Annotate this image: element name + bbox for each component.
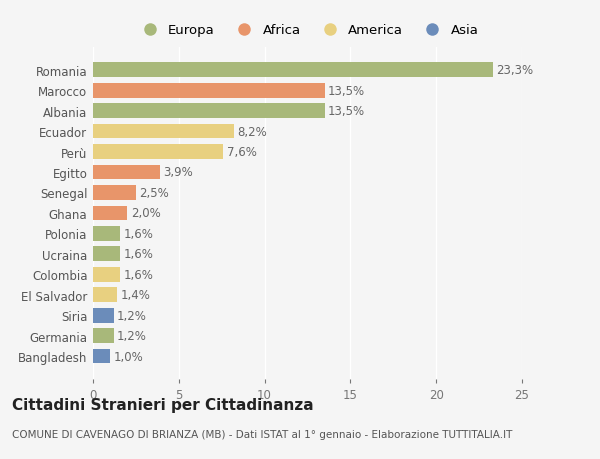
Text: 13,5%: 13,5%	[328, 105, 365, 118]
Text: 1,6%: 1,6%	[124, 227, 154, 241]
Bar	[93, 165, 160, 180]
Bar	[93, 145, 223, 160]
Bar	[93, 247, 121, 262]
Text: 1,6%: 1,6%	[124, 268, 154, 281]
Bar	[93, 349, 110, 364]
Text: 1,2%: 1,2%	[117, 309, 147, 322]
Text: 7,6%: 7,6%	[227, 146, 257, 159]
Bar	[93, 308, 113, 323]
Text: Cittadini Stranieri per Cittadinanza: Cittadini Stranieri per Cittadinanza	[12, 397, 314, 412]
Text: 3,9%: 3,9%	[163, 166, 193, 179]
Bar	[93, 104, 325, 119]
Bar	[93, 267, 121, 282]
Legend: Europa, Africa, America, Asia: Europa, Africa, America, Asia	[134, 22, 481, 40]
Text: 1,4%: 1,4%	[121, 289, 151, 302]
Bar	[93, 124, 234, 139]
Text: 1,2%: 1,2%	[117, 330, 147, 342]
Text: 2,5%: 2,5%	[139, 186, 169, 200]
Bar	[93, 288, 117, 302]
Text: 1,0%: 1,0%	[113, 350, 143, 363]
Bar	[93, 84, 325, 98]
Bar	[93, 186, 136, 201]
Text: 13,5%: 13,5%	[328, 84, 365, 97]
Bar	[93, 63, 493, 78]
Text: COMUNE DI CAVENAGO DI BRIANZA (MB) - Dati ISTAT al 1° gennaio - Elaborazione TUT: COMUNE DI CAVENAGO DI BRIANZA (MB) - Dat…	[12, 429, 512, 439]
Text: 8,2%: 8,2%	[237, 125, 267, 138]
Text: 1,6%: 1,6%	[124, 248, 154, 261]
Bar	[93, 226, 121, 241]
Text: 23,3%: 23,3%	[496, 64, 533, 77]
Text: 2,0%: 2,0%	[131, 207, 161, 220]
Bar	[93, 329, 113, 343]
Bar	[93, 206, 127, 221]
